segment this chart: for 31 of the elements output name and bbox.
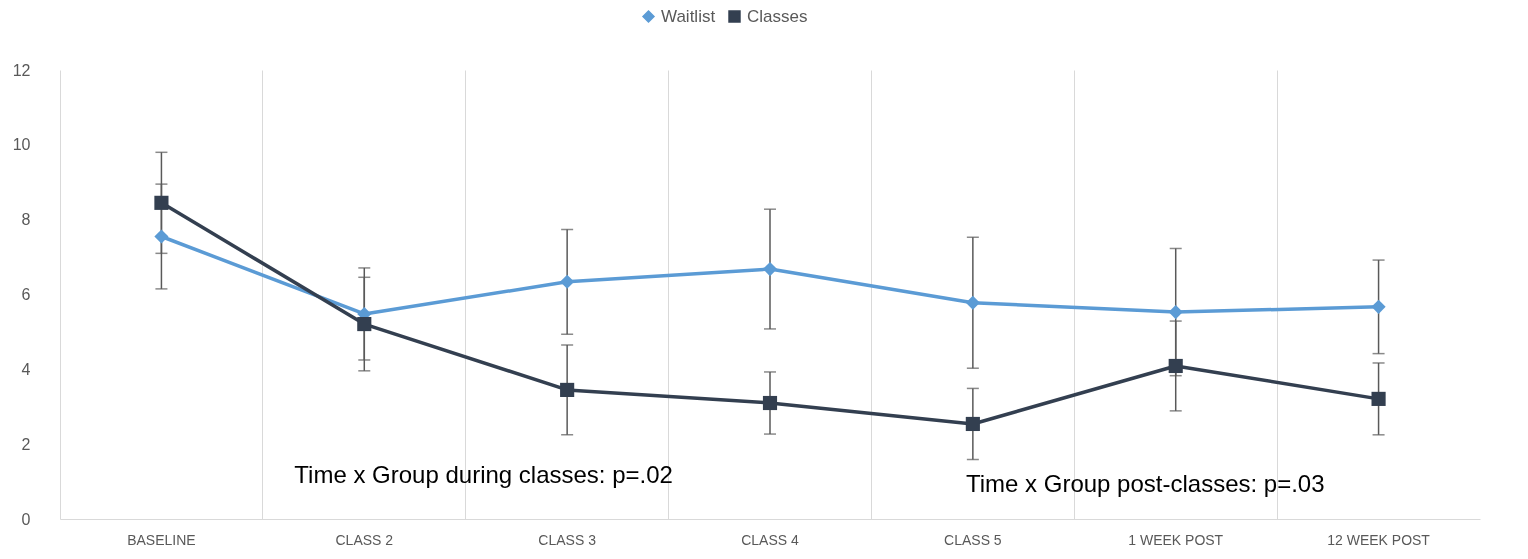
point <box>357 316 372 332</box>
point <box>762 261 778 277</box>
legend-label: Waitlist <box>661 6 716 26</box>
point <box>154 229 169 244</box>
y-tick-label: 12 <box>12 61 31 79</box>
point <box>154 195 169 210</box>
point <box>560 382 575 397</box>
x-tick-label: BASELINE <box>127 531 196 548</box>
point <box>965 416 980 432</box>
y-tick-label: 2 <box>21 435 31 453</box>
x-tick-label: CLASS 2 <box>335 531 394 548</box>
y-tick-label: 4 <box>21 360 31 378</box>
point <box>1371 299 1386 314</box>
x-tick-label: 1 WEEK POST <box>1128 531 1224 548</box>
point <box>965 295 980 310</box>
x-tick-label: CLASS 3 <box>538 531 597 548</box>
point <box>1371 391 1386 406</box>
y-tick-label: 8 <box>21 211 31 229</box>
point <box>1168 358 1183 374</box>
annotation: Time x Group post-classes: p=.03 <box>965 470 1325 498</box>
annotation: Time x Group during classes: p=.02 <box>294 461 673 489</box>
legend-label: Classes <box>747 6 808 26</box>
y-tick-label: 10 <box>12 136 31 154</box>
x-tick-label: CLASS 5 <box>944 531 1002 548</box>
point <box>1168 305 1183 320</box>
y-tick-label: 0 <box>21 510 31 528</box>
x-tick-label: CLASS 4 <box>741 531 799 548</box>
point <box>762 395 778 411</box>
y-tick-label: 6 <box>21 286 31 303</box>
point <box>560 274 575 289</box>
x-tick-label: 12 WEEK POST <box>1327 531 1431 548</box>
